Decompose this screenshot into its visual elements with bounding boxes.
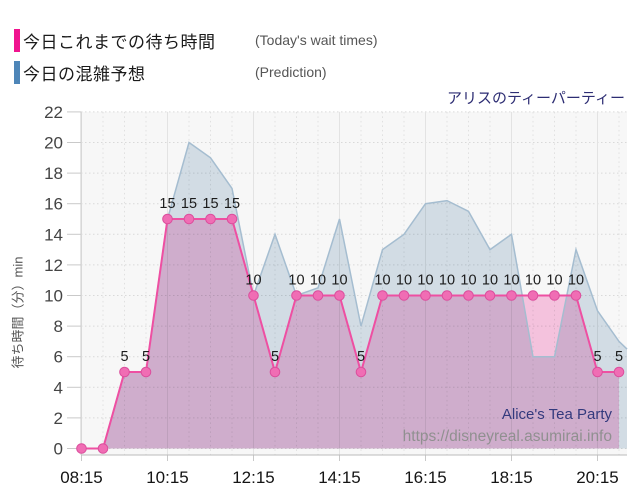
data-point-marker[interactable]: [119, 366, 130, 378]
data-point-label: 10: [503, 273, 519, 289]
data-point-label: 15: [181, 196, 197, 212]
data-point-label: 5: [120, 349, 128, 365]
y-tick-label: 16: [44, 195, 63, 214]
y-tick-label: 4: [54, 378, 63, 397]
x-tick-label: 08:15: [60, 468, 103, 487]
data-point-label: 10: [482, 273, 498, 289]
watermark-site-url: https://disneyreal.asumirai.info: [402, 428, 612, 445]
data-point-marker[interactable]: [570, 290, 582, 301]
data-point-marker[interactable]: [592, 366, 603, 378]
x-tick-label: 18:15: [490, 468, 533, 487]
y-tick-label: 14: [44, 225, 63, 244]
prediction-line: [81, 141, 628, 450]
data-point-label: 10: [568, 273, 584, 289]
data-point-label: 10: [310, 273, 326, 289]
data-point-label: 5: [142, 349, 150, 365]
data-point-marker[interactable]: [269, 366, 281, 378]
data-point-label: 5: [615, 349, 623, 365]
x-tick-label: 14:15: [318, 468, 361, 487]
data-point-marker[interactable]: [226, 213, 238, 225]
data-point-label: 5: [593, 349, 601, 365]
data-point-label: 10: [417, 273, 433, 289]
y-tick-label: 12: [44, 256, 63, 275]
data-point-marker[interactable]: [549, 290, 560, 301]
legend-label-actual-jp: 今日これまでの待ち時間: [23, 32, 216, 52]
data-point-marker[interactable]: [463, 290, 474, 301]
y-tick-label: 0: [54, 440, 63, 459]
data-point-label: 10: [331, 273, 347, 289]
data-point-label: 15: [202, 196, 218, 212]
legend: 今日これまでの待ち時間 (Today's wait times) 今日の混雑予想…: [14, 24, 377, 88]
data-point-marker[interactable]: [398, 290, 410, 301]
x-tick-label: 20:15: [576, 468, 619, 487]
legend-label-actual-en: (Today's wait times): [255, 32, 378, 48]
data-point-label: 10: [460, 273, 476, 289]
data-point-label: 10: [374, 273, 390, 289]
data-point-marker[interactable]: [140, 366, 152, 378]
data-point-label: 10: [245, 273, 261, 289]
watermark-attraction-name: Alice's Tea Party: [501, 406, 612, 423]
data-point-marker[interactable]: [420, 290, 431, 301]
legend-item-actual[interactable]: 今日これまでの待ち時間 (Today's wait times): [14, 24, 377, 56]
y-tick-label: 2: [54, 409, 63, 428]
data-point-marker[interactable]: [205, 213, 216, 225]
data-point-marker[interactable]: [248, 290, 259, 301]
data-point-label: 10: [525, 273, 541, 289]
y-tick-label: 18: [44, 164, 63, 183]
data-point-marker[interactable]: [312, 290, 324, 301]
data-point-marker[interactable]: [484, 290, 496, 301]
data-point-marker[interactable]: [97, 443, 109, 454]
y-tick-label: 10: [44, 287, 63, 306]
data-point-marker[interactable]: [162, 213, 173, 225]
data-point-label: 5: [271, 349, 279, 365]
legend-label-prediction-en: (Prediction): [255, 64, 327, 80]
data-point-label: 10: [288, 273, 304, 289]
y-tick-label: 20: [44, 134, 63, 153]
data-point-marker[interactable]: [183, 213, 195, 225]
data-point-label: 15: [224, 196, 240, 212]
data-point-label: 5: [357, 349, 365, 365]
data-point-marker[interactable]: [506, 290, 517, 301]
legend-marker-actual-icon: [14, 28, 20, 52]
y-tick-label: 22: [44, 103, 63, 122]
data-point-label: 10: [546, 273, 562, 289]
y-tick-label: 6: [54, 348, 63, 367]
x-tick-label: 16:15: [404, 468, 447, 487]
legend-label-prediction-jp: 今日の混雑予想: [23, 64, 146, 84]
data-point-marker[interactable]: [613, 366, 625, 378]
data-point-marker[interactable]: [441, 290, 453, 301]
data-point-marker[interactable]: [334, 290, 345, 301]
data-point-marker[interactable]: [76, 443, 87, 454]
legend-item-prediction[interactable]: 今日の混雑予想 (Prediction): [14, 56, 377, 88]
x-tick-label: 12:15: [232, 468, 275, 487]
data-point-label: 10: [439, 273, 455, 289]
data-point-marker[interactable]: [377, 290, 388, 301]
y-tick-label: 8: [54, 317, 63, 336]
data-point-marker[interactable]: [291, 290, 302, 301]
data-point-label: 15: [159, 196, 175, 212]
legend-marker-prediction-icon: [14, 60, 20, 84]
data-point-marker[interactable]: [355, 366, 367, 378]
x-tick-label: 10:15: [146, 468, 189, 487]
data-point-label: 10: [396, 273, 412, 289]
data-point-marker[interactable]: [527, 290, 539, 301]
attraction-title: アリスのティーパーティー: [446, 90, 625, 107]
